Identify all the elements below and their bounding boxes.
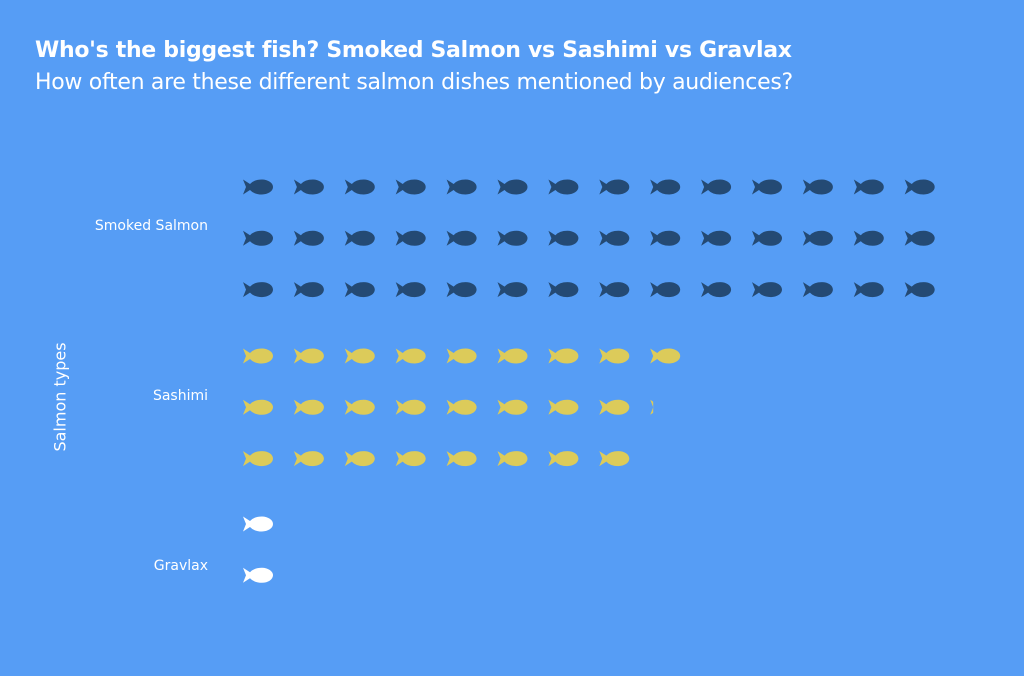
fish-icon <box>752 230 782 246</box>
fish-icon <box>548 451 579 467</box>
fish-icon <box>293 282 324 298</box>
fish-icon <box>344 179 375 195</box>
fish-icon <box>904 179 935 195</box>
fish-icon <box>497 399 528 415</box>
fish-icon <box>293 451 324 467</box>
fish-icon <box>802 230 833 246</box>
fish-icon <box>548 282 579 298</box>
fish-icon <box>344 451 375 467</box>
fish-icon <box>395 399 426 415</box>
category-label-smoked-salmon: Smoked Salmon <box>94 218 208 234</box>
fish-icon <box>395 230 426 246</box>
fish-icon <box>344 348 375 364</box>
fish-icon <box>243 399 273 415</box>
fish-icon <box>904 282 935 298</box>
fish-icon <box>243 179 273 195</box>
fish-icon <box>497 230 528 246</box>
fish-icon <box>446 451 477 467</box>
fish-icon <box>650 230 681 246</box>
fish-icon <box>243 282 273 298</box>
fish-icon <box>548 230 579 246</box>
fish-icon <box>853 179 884 195</box>
fish-icon <box>395 451 426 467</box>
fish-icon <box>752 179 782 195</box>
fish-icon <box>599 230 630 246</box>
fish-icon <box>497 282 528 298</box>
fish-icon <box>752 282 782 298</box>
fish-icon <box>446 348 477 364</box>
fish-icon <box>243 516 273 532</box>
fish-icon <box>446 282 477 298</box>
chart-subtitle: How often are these different salmon dis… <box>35 70 793 95</box>
fish-icon <box>904 230 935 246</box>
fish-icon <box>650 399 654 415</box>
fish-icon <box>599 399 630 415</box>
fish-icon <box>853 230 884 246</box>
fish-icon <box>599 348 630 364</box>
fish-icon <box>650 348 681 364</box>
fish-icon <box>701 230 732 246</box>
fish-icon <box>701 282 732 298</box>
fish-icon <box>548 348 579 364</box>
fish-icon <box>497 348 528 364</box>
fish-icon <box>548 399 579 415</box>
fish-icon <box>243 567 273 583</box>
fish-icon <box>395 282 426 298</box>
fish-icon <box>446 179 477 195</box>
fish-icon <box>243 348 273 364</box>
fish-icon <box>497 451 528 467</box>
fish-icon <box>395 179 426 195</box>
fish-icon <box>446 399 477 415</box>
fish-icon <box>243 451 273 467</box>
fish-icon <box>701 179 732 195</box>
fish-icon <box>853 282 884 298</box>
fish-icon <box>293 179 324 195</box>
fish-icon <box>802 282 833 298</box>
fish-icon <box>395 348 426 364</box>
fish-icon <box>293 230 324 246</box>
fish-icon <box>497 179 528 195</box>
chart-title: Who's the biggest fish? Smoked Salmon vs… <box>35 38 792 63</box>
fish-icon <box>293 348 324 364</box>
category-label-sashimi: Sashimi <box>152 388 208 404</box>
fish-icon <box>599 179 630 195</box>
fish-icon <box>650 282 681 298</box>
fish-icon <box>293 399 324 415</box>
fish-icon <box>344 399 375 415</box>
fish-icon <box>344 230 375 246</box>
fish-icon <box>548 179 579 195</box>
fish-icon <box>243 230 273 246</box>
fish-icon <box>446 230 477 246</box>
fish-icon <box>802 179 833 195</box>
fish-icon <box>599 451 630 467</box>
fish-icon <box>344 282 375 298</box>
category-label-gravlax: Gravlax <box>153 558 208 574</box>
fish-icon <box>599 282 630 298</box>
fish-icon <box>650 179 681 195</box>
